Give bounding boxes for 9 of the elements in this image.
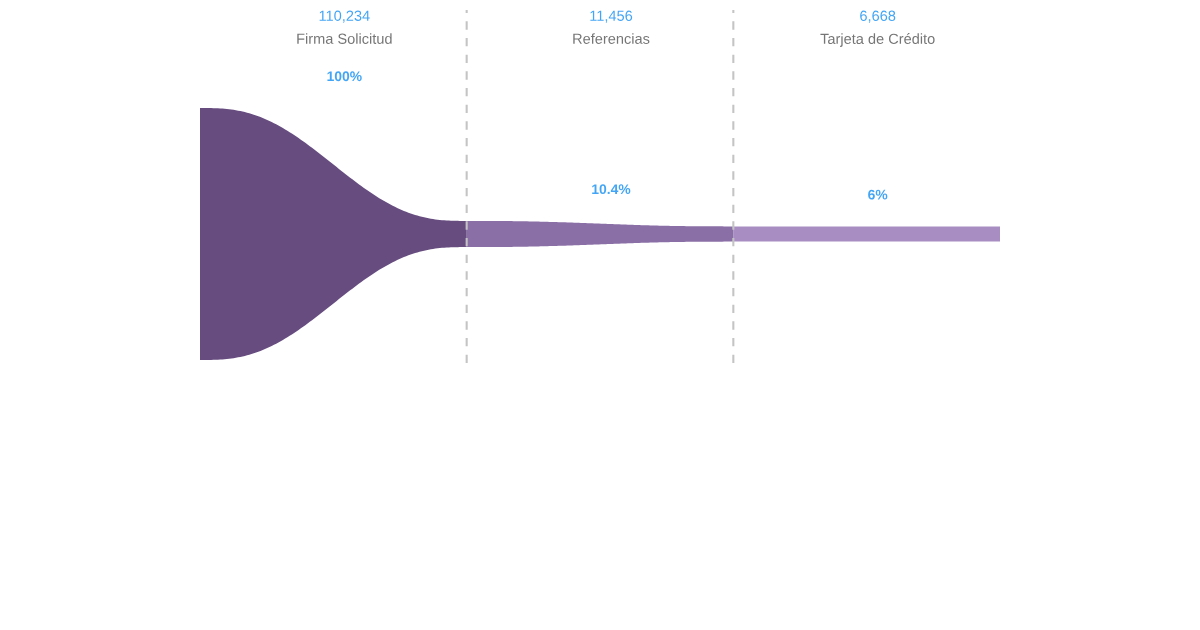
text: 6% <box>868 189 888 200</box>
data-label: 11,456 <box>590 10 633 23</box>
category-label: Firma Solicitud <box>297 33 392 44</box>
category-label: Tarjeta de Crédito <box>820 33 935 47</box>
category-label: Referencias <box>573 33 650 44</box>
text: 10.4% <box>592 184 631 195</box>
data-label: 6,668 <box>860 10 896 23</box>
data-label: 110,234 <box>319 10 370 23</box>
text: 100% <box>327 71 362 82</box>
